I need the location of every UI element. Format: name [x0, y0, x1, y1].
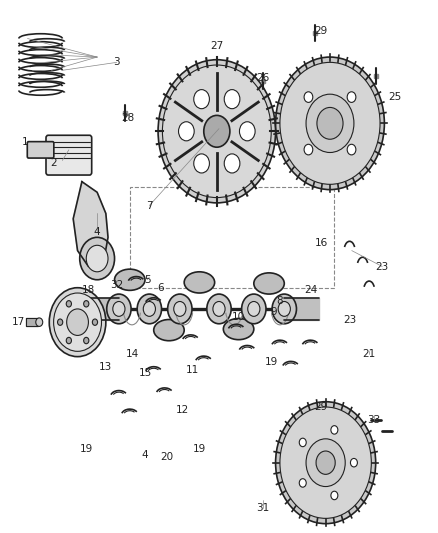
Polygon shape — [73, 182, 108, 266]
Circle shape — [276, 57, 385, 190]
Text: 12: 12 — [175, 405, 189, 415]
Text: 8: 8 — [277, 296, 283, 306]
Circle shape — [57, 319, 63, 325]
Text: 26: 26 — [256, 73, 269, 83]
Circle shape — [316, 451, 335, 474]
Text: 20: 20 — [160, 453, 173, 463]
Ellipse shape — [115, 269, 145, 290]
Text: 31: 31 — [256, 503, 269, 513]
Circle shape — [306, 94, 354, 152]
Text: 7: 7 — [146, 200, 153, 211]
Ellipse shape — [154, 319, 184, 341]
Circle shape — [207, 294, 231, 324]
Text: 11: 11 — [186, 365, 200, 375]
Circle shape — [67, 309, 88, 335]
Circle shape — [299, 479, 306, 487]
Circle shape — [86, 245, 108, 272]
Text: 14: 14 — [125, 349, 138, 359]
Circle shape — [347, 92, 356, 102]
Text: 1: 1 — [22, 137, 28, 147]
Circle shape — [84, 337, 89, 344]
FancyBboxPatch shape — [27, 142, 54, 158]
Text: 5: 5 — [144, 274, 151, 285]
Text: 2: 2 — [50, 158, 57, 168]
Circle shape — [92, 319, 98, 325]
Text: 23: 23 — [343, 314, 356, 325]
Circle shape — [248, 302, 260, 317]
Text: 29: 29 — [314, 402, 328, 412]
Circle shape — [306, 439, 345, 487]
Circle shape — [53, 293, 102, 351]
Circle shape — [107, 294, 131, 324]
Circle shape — [331, 426, 338, 434]
Circle shape — [143, 302, 155, 317]
Circle shape — [137, 294, 162, 324]
Text: 4: 4 — [142, 450, 148, 460]
Circle shape — [304, 92, 313, 102]
Circle shape — [194, 90, 209, 109]
Text: 32: 32 — [110, 280, 124, 290]
Circle shape — [280, 62, 380, 184]
Circle shape — [66, 337, 71, 344]
Circle shape — [224, 154, 240, 173]
Circle shape — [224, 90, 240, 109]
Ellipse shape — [254, 273, 284, 294]
Text: 21: 21 — [363, 349, 376, 359]
Circle shape — [158, 60, 276, 203]
Text: 19: 19 — [80, 445, 93, 455]
Text: 23: 23 — [375, 262, 389, 271]
Circle shape — [113, 302, 125, 317]
Circle shape — [174, 302, 186, 317]
Circle shape — [350, 458, 357, 467]
Circle shape — [84, 301, 89, 307]
Circle shape — [213, 302, 225, 317]
Circle shape — [194, 154, 209, 173]
Text: 10: 10 — [232, 312, 245, 322]
Polygon shape — [26, 318, 38, 326]
Circle shape — [66, 301, 71, 307]
Circle shape — [162, 65, 271, 198]
Circle shape — [36, 318, 43, 326]
Text: 19: 19 — [193, 445, 206, 455]
Circle shape — [280, 407, 371, 519]
Polygon shape — [284, 298, 319, 319]
Text: 9: 9 — [270, 306, 277, 317]
Text: 25: 25 — [389, 92, 402, 102]
Text: 28: 28 — [121, 113, 134, 123]
Circle shape — [204, 115, 230, 147]
Circle shape — [179, 122, 194, 141]
Text: 27: 27 — [210, 42, 223, 52]
Circle shape — [317, 108, 343, 139]
Text: 17: 17 — [12, 317, 25, 327]
Text: 33: 33 — [367, 415, 380, 425]
Text: 19: 19 — [265, 357, 278, 367]
Circle shape — [276, 402, 376, 523]
Text: 24: 24 — [304, 285, 317, 295]
Polygon shape — [84, 298, 119, 319]
Circle shape — [49, 288, 106, 357]
FancyBboxPatch shape — [46, 135, 92, 175]
Ellipse shape — [184, 272, 215, 293]
Text: 6: 6 — [157, 282, 163, 293]
Circle shape — [272, 294, 297, 324]
Text: 16: 16 — [314, 238, 328, 248]
Circle shape — [168, 294, 192, 324]
Text: 3: 3 — [113, 58, 120, 67]
Ellipse shape — [223, 318, 254, 340]
Circle shape — [331, 491, 338, 500]
Circle shape — [80, 237, 115, 280]
Text: 29: 29 — [314, 26, 328, 36]
Circle shape — [299, 438, 306, 447]
Text: 18: 18 — [82, 285, 95, 295]
Circle shape — [242, 294, 266, 324]
Circle shape — [278, 302, 290, 317]
Text: 15: 15 — [138, 368, 152, 377]
Circle shape — [347, 144, 356, 155]
Text: 4: 4 — [94, 227, 100, 237]
Circle shape — [240, 122, 255, 141]
Text: 13: 13 — [99, 362, 113, 372]
Circle shape — [304, 144, 313, 155]
